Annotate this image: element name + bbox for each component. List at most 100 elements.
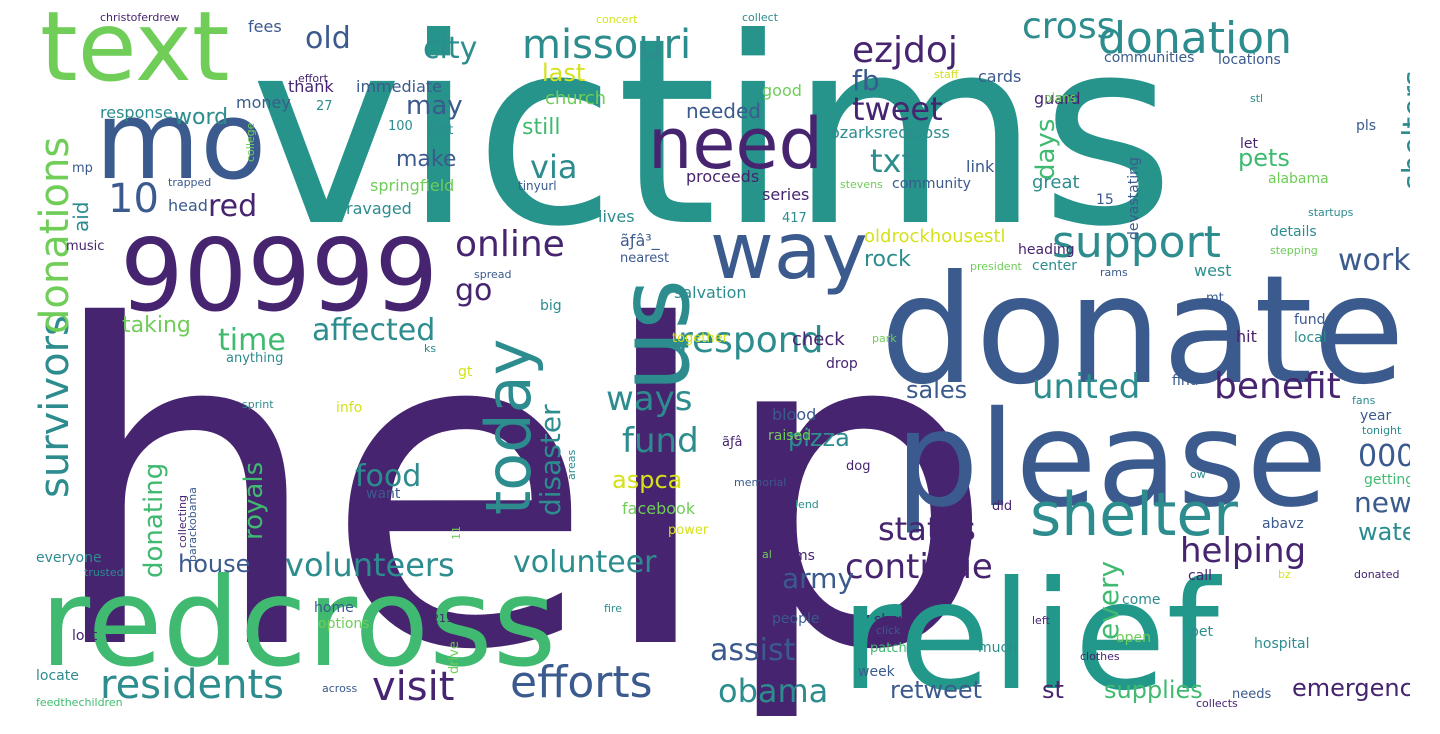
word-donated: donated — [1354, 568, 1400, 581]
word-stepping: stepping — [1270, 244, 1318, 257]
word-park: park — [872, 332, 897, 345]
word-donations: donations — [32, 137, 78, 334]
word-oldrockhousestl: oldrockhousestl — [864, 226, 1006, 247]
word-help: help — [45, 234, 996, 716]
word-100: 100 — [388, 119, 413, 134]
word-together: together — [672, 331, 729, 346]
word-fans: fans — [1352, 394, 1376, 407]
word-funds: funds — [1294, 312, 1333, 328]
word-cards: cards — [978, 67, 1021, 86]
word-across: across — [322, 682, 358, 695]
word-old: old — [305, 21, 351, 56]
word-27: 27 — [316, 99, 333, 114]
word-feedthechildren: feedthechildren — [36, 696, 123, 709]
word-hit: hit — [1236, 327, 1257, 346]
word-everyone: everyone — [36, 550, 102, 566]
word-link: link — [966, 157, 995, 176]
word-may: may — [406, 91, 463, 121]
word-benefit: benefit — [1214, 366, 1341, 407]
word-options: options — [318, 616, 370, 632]
word-communities: communities — [1104, 50, 1194, 66]
word-aid: aid — [69, 201, 93, 232]
word-tonight: tonight — [1362, 424, 1402, 437]
word-power: power — [668, 523, 709, 538]
word-show: show — [874, 612, 910, 628]
word-immediate: immediate — [356, 77, 442, 96]
word-helping: helping — [1180, 531, 1306, 571]
word-trusted: trusted — [84, 566, 124, 579]
word-disaster: disaster — [534, 404, 567, 516]
word-locations: locations — [1218, 52, 1281, 68]
word-army: army — [782, 562, 854, 595]
word-tinyurl: tinyurl — [518, 179, 557, 193]
word-proceeds: proceeds — [686, 167, 759, 186]
word-visit: visit — [372, 664, 454, 710]
word-check: check — [792, 329, 845, 350]
word-find: find — [1172, 373, 1199, 389]
word-missouri: missouri — [522, 22, 691, 68]
word-residents: residents — [100, 662, 284, 708]
word-needed: needed — [686, 99, 761, 123]
word-ravaged: ravaged — [346, 199, 412, 218]
word-states: states — [878, 510, 976, 548]
word-college: college — [244, 122, 257, 162]
word-startups: startups — [1308, 206, 1354, 219]
word-cloud: help victims donate please redcross reli… — [30, 0, 1410, 716]
word-mo: mo — [95, 79, 266, 204]
word-work: work — [1338, 243, 1410, 278]
word-raised: raised — [768, 428, 811, 444]
word-supplies: supplies — [1104, 676, 1203, 704]
word-90999: 90999 — [120, 217, 438, 334]
cloud-background — [30, 0, 1410, 716]
word-drop: drop — [826, 356, 858, 372]
word-fees: fees — [248, 17, 282, 36]
word-west: west — [1194, 261, 1232, 280]
word-volunteer: volunteer — [513, 545, 657, 580]
word-lend: lend — [795, 498, 819, 511]
word-please: please — [895, 383, 1328, 537]
word-shelters: shelters — [1397, 70, 1410, 190]
word-ks: ks — [424, 342, 436, 355]
word-retweet: retweet — [890, 676, 982, 704]
word-us: us — [598, 279, 712, 392]
word-springfield: springfield — [370, 176, 454, 195]
word-respond: respond — [678, 320, 823, 361]
word-water: water — [1358, 518, 1410, 546]
word-support: support — [1052, 217, 1221, 268]
word-donation: donation — [1098, 13, 1292, 64]
word-barackobama: barackobama — [186, 487, 199, 562]
word-open: open — [1116, 630, 1151, 646]
word-11: 11 — [450, 526, 463, 540]
word-stl: stl — [1250, 92, 1263, 105]
word-left: left — [1032, 614, 1051, 627]
word-sales: sales — [906, 376, 967, 404]
word-food: food — [355, 459, 421, 494]
word-concert: concert — [596, 13, 638, 26]
word-community: community — [892, 176, 971, 192]
word-000: 000 — [1358, 439, 1410, 474]
word-guard: guard — [1034, 89, 1081, 108]
word-aa1: ãƒâ³_ — [620, 231, 661, 251]
word-donating: donating — [139, 463, 169, 578]
word-collect: collect — [742, 11, 779, 24]
word-mp: mp — [72, 161, 93, 176]
word-head: head — [168, 196, 208, 215]
word-ways: ways — [606, 379, 692, 419]
word-thank: thank — [288, 77, 334, 96]
word-come: come — [1122, 592, 1161, 608]
word-heading: heading — [1018, 242, 1075, 258]
word-year: year — [1360, 408, 1391, 424]
word-local: local — [1294, 330, 1327, 346]
word-collecting: collecting — [176, 495, 189, 548]
word-collects: collects — [1196, 697, 1238, 710]
word-house: house — [178, 550, 250, 578]
word-nearest: nearest — [620, 251, 669, 266]
word-every: every — [1092, 561, 1125, 640]
word-much: much — [978, 640, 1017, 656]
word-need: need — [648, 103, 823, 185]
word-united: united — [1032, 367, 1140, 407]
word-staff: staff — [934, 68, 959, 81]
word-big: big — [540, 298, 562, 314]
word-news: news — [1354, 486, 1410, 519]
word-people: people — [772, 611, 819, 627]
